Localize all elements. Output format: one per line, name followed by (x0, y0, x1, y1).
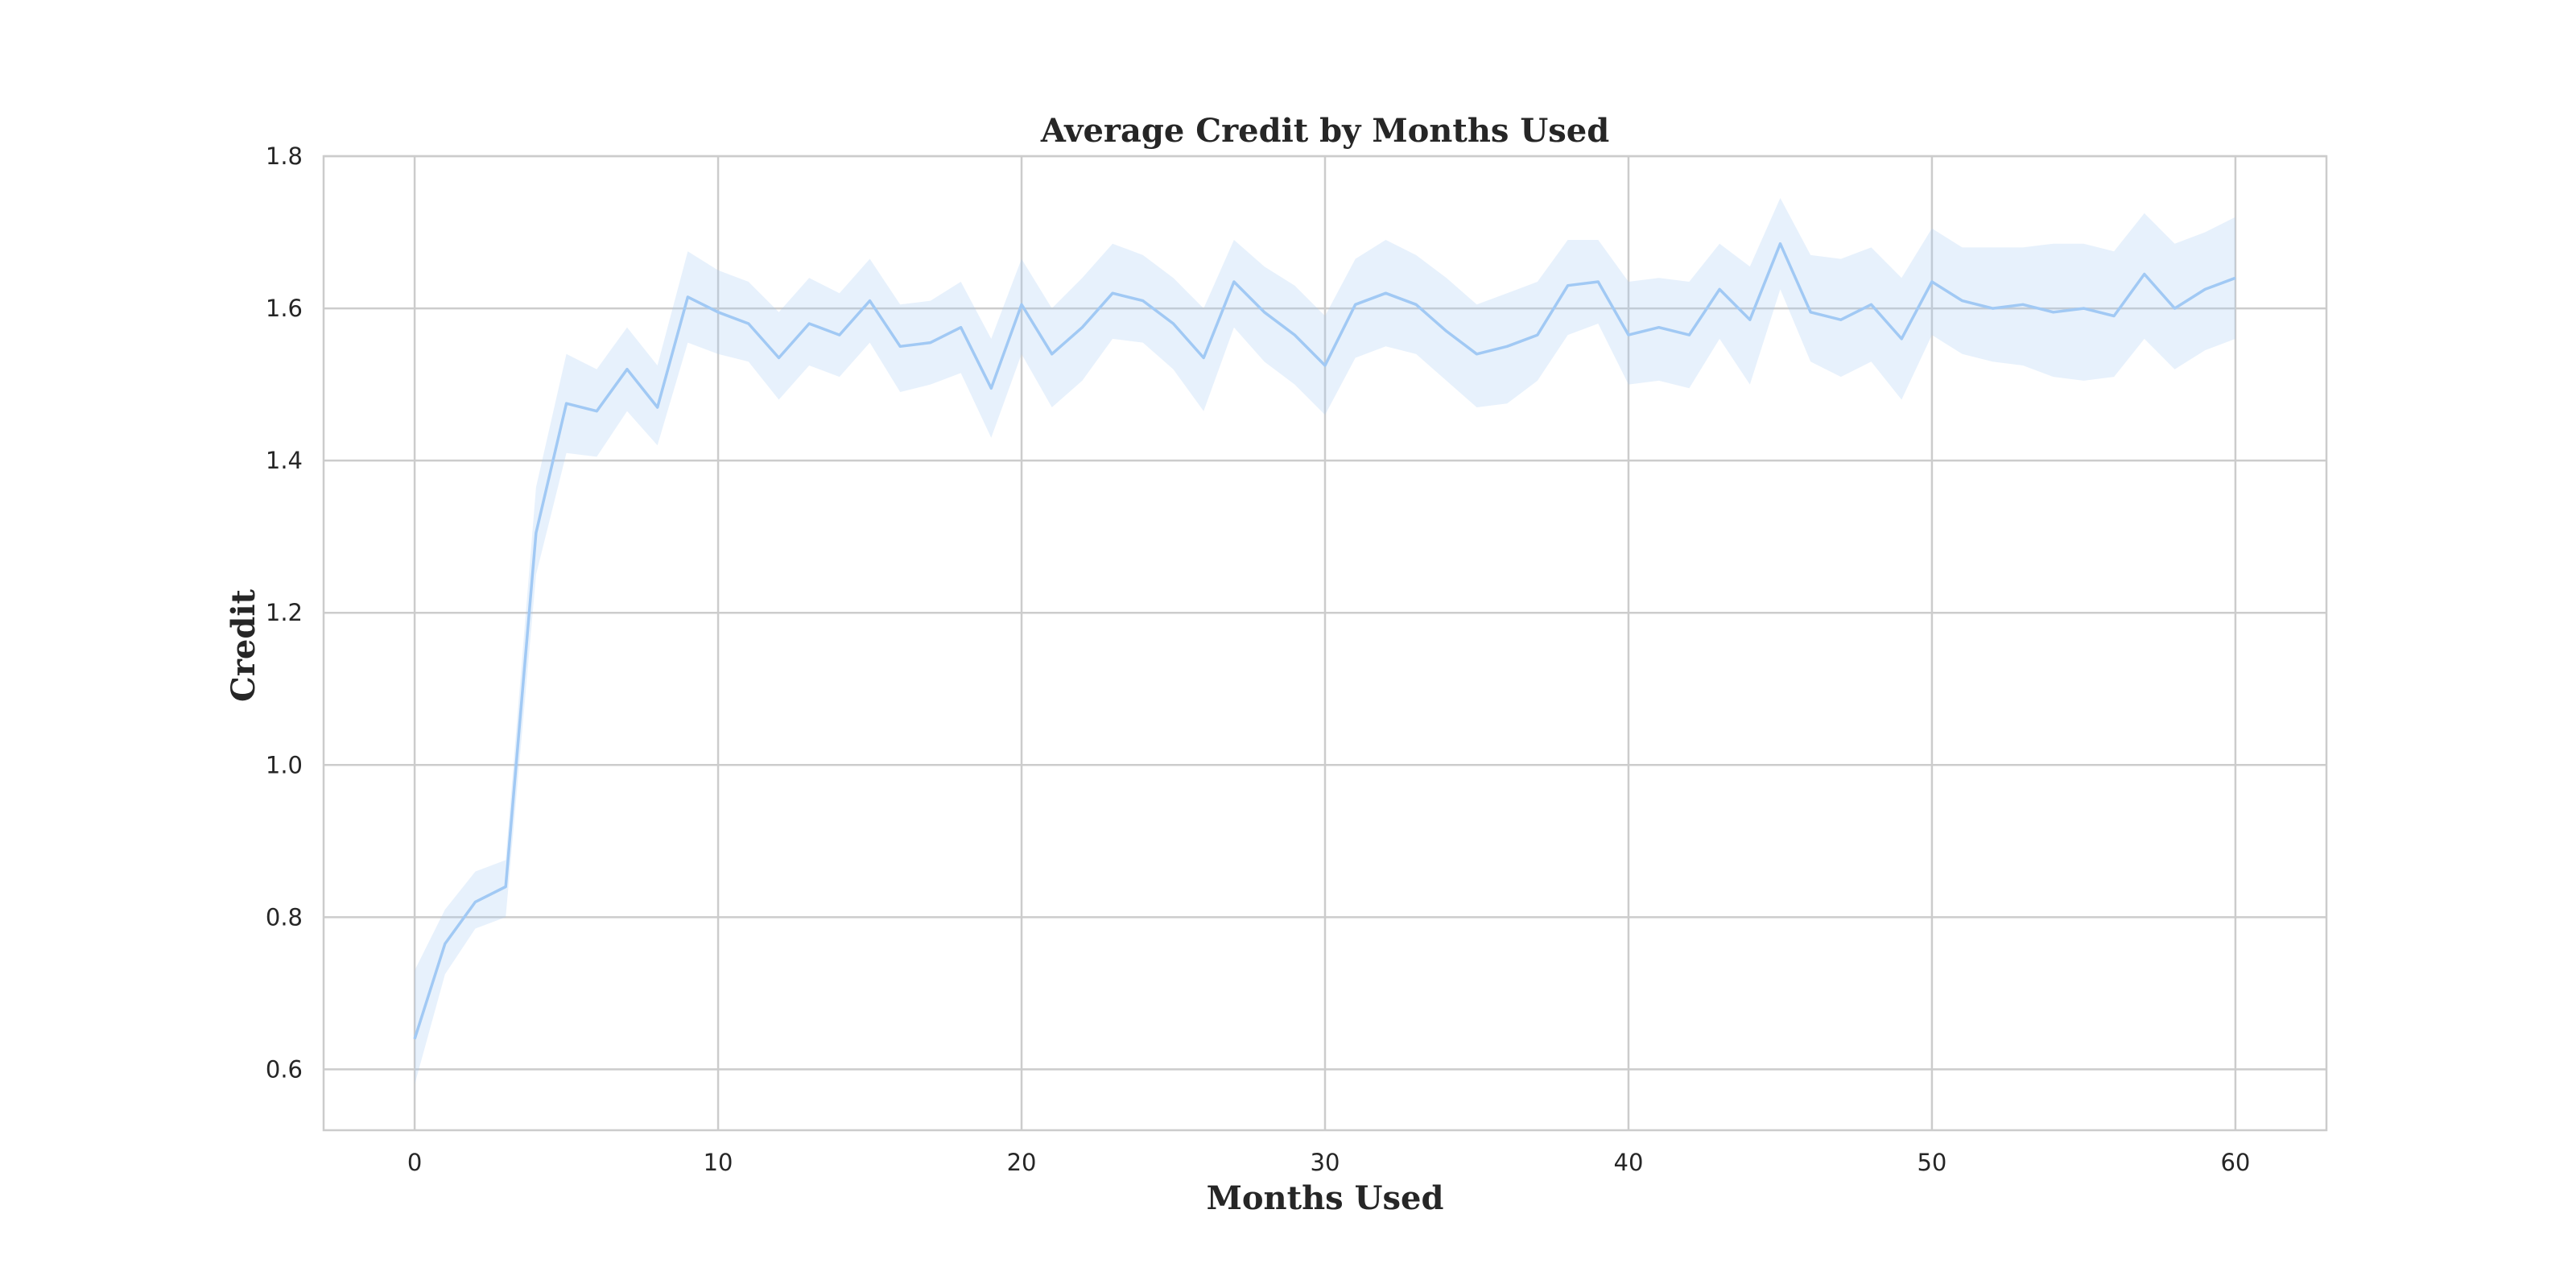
y-tick-label: 1.8 (266, 142, 303, 170)
x-tick-label: 30 (1311, 1149, 1340, 1176)
x-tick-label: 40 (1614, 1149, 1644, 1176)
x-tick-label: 60 (2220, 1149, 2250, 1176)
y-tick-label: 1.6 (266, 295, 303, 322)
y-tick-label: 1.0 (266, 751, 303, 778)
confidence-band (415, 198, 2235, 1085)
y-axis-label: Credit (225, 588, 262, 702)
x-tick-labels: 0 10 20 30 40 50 60 (407, 1149, 2250, 1176)
y-tick-label: 0.6 (266, 1055, 303, 1083)
plot-frame (322, 155, 2328, 1132)
x-tick-label: 10 (704, 1149, 733, 1176)
x-tick-label: 0 (407, 1149, 422, 1176)
chart-title: Average Credit by Months Used (1040, 112, 1609, 150)
y-tick-labels: 0.6 0.8 1.0 1.2 1.4 1.6 1.8 (266, 142, 303, 1083)
series-line-layer (413, 242, 2236, 1040)
x-axis-label: Months Used (1207, 1179, 1444, 1217)
x-tick-label: 20 (1007, 1149, 1037, 1176)
y-tick-label: 1.4 (266, 447, 303, 474)
series-line (413, 242, 2236, 1040)
y-tick-label: 0.8 (266, 903, 303, 931)
x-tick-label: 50 (1917, 1149, 1946, 1176)
confidence-band-layer (415, 198, 2235, 1085)
y-tick-label: 1.2 (266, 599, 303, 626)
